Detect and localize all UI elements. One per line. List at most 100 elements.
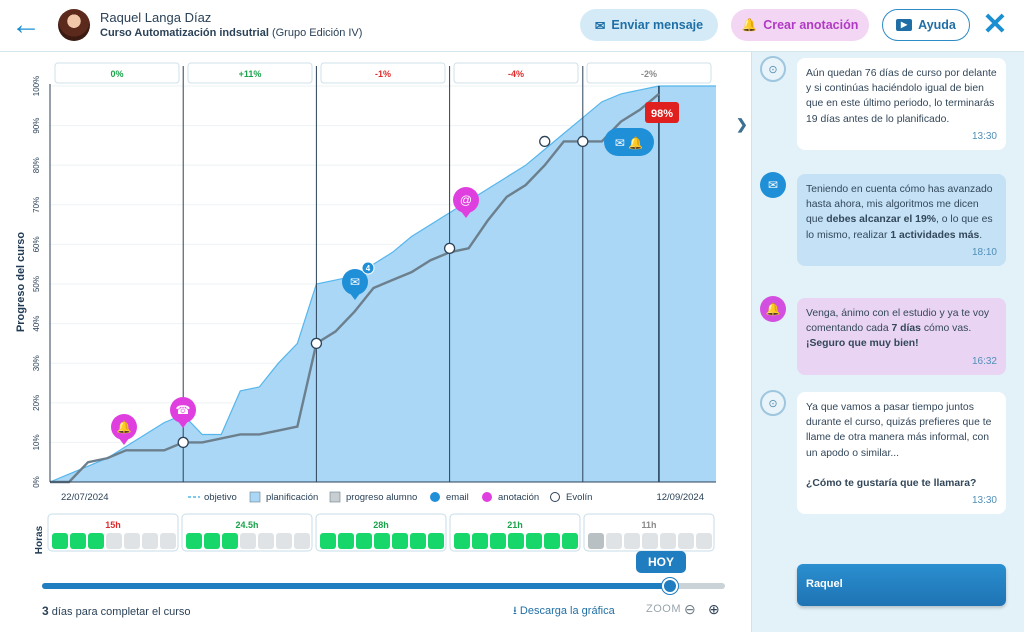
hours-value: 21h [507, 520, 523, 530]
period-delta-box [320, 62, 446, 84]
mail-count: 4 [366, 264, 371, 273]
create-note-label: Crear anotación [763, 18, 859, 32]
evolin-checkpoint [310, 337, 323, 350]
robot-icon: ⊙ [760, 390, 786, 416]
days-remaining: 3 días para completar el curso [42, 604, 191, 618]
today-badge: HOY [636, 551, 686, 573]
day-cell [52, 533, 68, 549]
evolin-checkpoint [177, 436, 189, 449]
day-cell [258, 533, 274, 549]
hours-label: Horas [34, 525, 45, 554]
day-cell [642, 533, 658, 549]
message-time: 13:30 [971, 130, 997, 142]
y-axis-label: Progreso del curso [15, 232, 27, 333]
hours-value: 24.5h [235, 520, 258, 530]
play-icon: ▶ [896, 19, 913, 31]
hours-value: 11h [641, 520, 656, 530]
day-cell [142, 533, 158, 549]
y-tick-label: 0% [32, 476, 41, 488]
back-arrow-icon[interactable]: ← [11, 8, 41, 41]
close-icon[interactable]: ✕ [982, 8, 1008, 41]
chat-message: Teniendo en cuenta cómo has avanzado has… [797, 174, 1006, 267]
legend-swatch [329, 491, 341, 503]
x-start-label: 22/07/2024 [61, 492, 109, 503]
hours-value: 15h [105, 520, 121, 530]
zoom-label: ZOOM [646, 603, 681, 615]
day-cell [624, 533, 640, 549]
days-remaining-value: 3 [42, 604, 49, 618]
day-cell [374, 533, 390, 549]
y-tick-label: 20% [32, 395, 41, 411]
bell-marker-icon: 🔔 [111, 414, 137, 445]
period-delta-box [54, 62, 180, 84]
send-message-button[interactable]: ✉ Enviar mensaje [580, 9, 718, 41]
day-cell [240, 533, 256, 549]
timeline-slider[interactable] [42, 578, 725, 594]
day-cell [70, 533, 86, 549]
legend-label: progreso alumno [346, 492, 417, 503]
y-tick-label: 70% [32, 197, 41, 213]
day-cell [222, 533, 238, 549]
legend-label: objetivo [204, 492, 237, 503]
slider-knob[interactable] [662, 578, 679, 594]
message-text: , o lo que es lo mismo, realizar [806, 214, 993, 241]
y-tick-label: 80% [32, 157, 41, 173]
day-cell [678, 533, 694, 549]
mail-marker-icon: ✉ [342, 269, 368, 300]
help-label: Ayuda [918, 18, 956, 32]
period-delta: -1% [375, 69, 391, 79]
send-message-label: Enviar mensaje [611, 18, 704, 32]
download-label: Descarga la gráfica [519, 605, 615, 617]
bell-icon: 🔔 [760, 296, 786, 322]
day-cell [294, 533, 310, 549]
evolin-checkpoint [539, 135, 551, 148]
legend-swatch [249, 491, 261, 503]
day-cell [106, 533, 122, 549]
day-cell [160, 533, 176, 549]
day-cell [320, 533, 336, 549]
y-tick-label: 60% [32, 236, 41, 252]
collapse-chevron-icon[interactable]: ❯ [736, 116, 748, 132]
period-delta: -2% [641, 69, 657, 79]
legend-swatch [482, 492, 492, 502]
zoom-in-icon[interactable]: ⊕ [708, 601, 720, 617]
mail-icon: ✉ [760, 172, 786, 198]
chat-message: Aún quedan 76 días de curso por delante … [797, 58, 1006, 151]
download-icon: ⭳ [513, 605, 517, 617]
message-time: 13:30 [971, 495, 997, 507]
day-cell [124, 533, 140, 549]
day-cell [454, 533, 470, 549]
chat-sidebar: ⊙ Aún quedan 76 días de curso por delant… [752, 52, 1024, 632]
period-delta-box [453, 62, 579, 84]
zoom-out-icon[interactable]: ⊖ [684, 601, 696, 617]
download-chart-link[interactable]: ⭳ Descarga la gráfica [513, 602, 615, 621]
period-delta-box [586, 62, 712, 84]
message-bold: 1 actividades más [890, 229, 980, 241]
day-cell [696, 533, 712, 549]
nickname-input[interactable]: Raquel [797, 564, 1006, 606]
course-title: Curso Automatización indsutrial (Grupo E… [100, 27, 362, 39]
svg-text:✉: ✉ [350, 275, 360, 289]
day-cell [276, 533, 292, 549]
period-delta: +11% [239, 69, 262, 79]
y-tick-label: 90% [32, 118, 41, 134]
create-note-button[interactable]: 🔔 Crear anotación [731, 9, 869, 41]
period-delta-box [187, 62, 313, 84]
message-time: 18:10 [971, 246, 997, 258]
day-cell [186, 533, 202, 549]
day-cell [392, 533, 408, 549]
message-text: Teniendo en cuenta cómo has avanzado has… [806, 184, 993, 226]
message-bold: 7 días [891, 323, 921, 335]
notification-pill [604, 128, 654, 156]
y-tick-label: 50% [32, 276, 41, 292]
message-text: . [979, 229, 983, 241]
message-text: Ya que vamos a pasar tiempo juntos duran… [806, 402, 992, 459]
day-cell [660, 533, 676, 549]
x-end-label: 12/09/2024 [656, 492, 704, 503]
course-name: Curso Automatización indsutrial [100, 27, 269, 39]
course-group: (Grupo Edición IV) [271, 27, 363, 39]
mail-bell-icon: ✉ 🔔 [615, 136, 643, 150]
robot-icon: ⊙ [760, 56, 786, 82]
user-name: Raquel Langa Díaz [100, 10, 212, 25]
help-button[interactable]: ▶ Ayuda [882, 9, 970, 41]
